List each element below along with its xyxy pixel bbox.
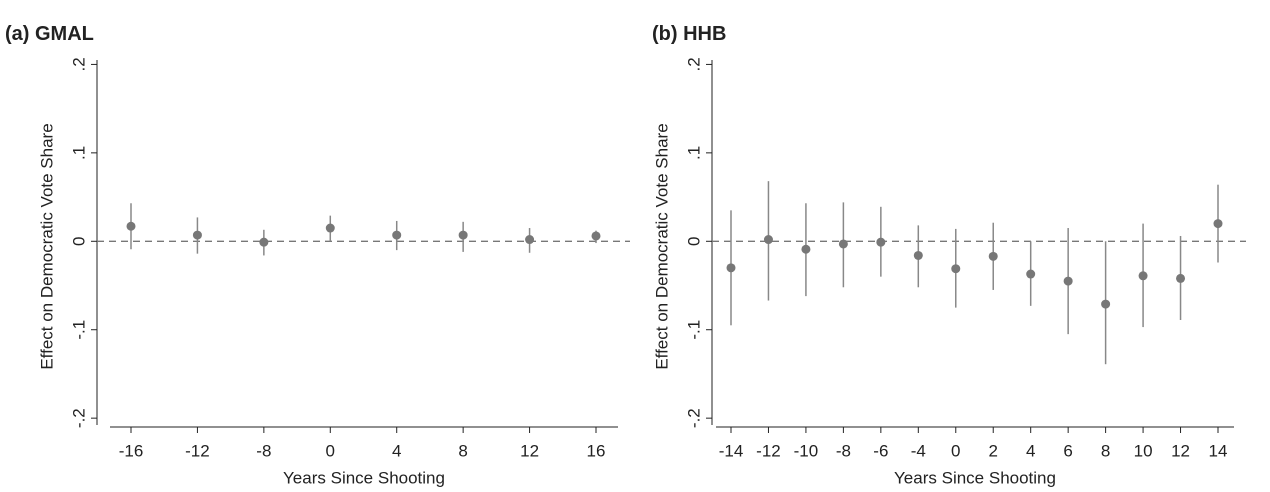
x-tick-label: -8 <box>256 441 271 460</box>
x-tick-label: -14 <box>719 441 744 460</box>
point <box>126 221 136 231</box>
x-axis-label: Years Since Shooting <box>894 468 1056 487</box>
x-tick-label: 12 <box>520 441 539 460</box>
x-tick-label: 12 <box>1171 441 1190 460</box>
y-tick-label: .1 <box>684 146 703 160</box>
x-tick-label: 8 <box>1101 441 1110 460</box>
point <box>726 263 736 273</box>
x-tick-label: 8 <box>458 441 467 460</box>
x-tick-label: 14 <box>1209 441 1228 460</box>
panel-title: (a) GMAL <box>5 23 94 45</box>
point <box>763 235 773 245</box>
y-tick-label: 0 <box>684 237 703 246</box>
point <box>1176 273 1186 283</box>
x-tick-label: -12 <box>185 441 210 460</box>
y-tick-label: 0 <box>69 237 88 246</box>
point <box>838 239 848 249</box>
x-tick-label: -12 <box>756 441 781 460</box>
y-tick-label: .2 <box>69 57 88 71</box>
point <box>951 264 961 274</box>
point <box>988 251 998 261</box>
x-tick-label: -10 <box>794 441 819 460</box>
point <box>591 231 601 241</box>
x-tick-label: 16 <box>587 441 606 460</box>
point <box>325 223 335 233</box>
point <box>1063 276 1073 286</box>
point <box>1026 269 1036 279</box>
point <box>1101 299 1111 309</box>
point <box>1138 271 1148 281</box>
point <box>259 237 269 247</box>
y-tick-label: -.2 <box>684 408 703 428</box>
point <box>458 230 468 240</box>
point <box>1213 219 1223 229</box>
x-axis-label: Years Since Shooting <box>283 468 445 487</box>
x-tick-label: 0 <box>951 441 960 460</box>
y-tick-label: .1 <box>69 146 88 160</box>
x-tick-label: -4 <box>911 441 926 460</box>
x-tick-label: 2 <box>988 441 997 460</box>
point <box>876 237 886 247</box>
y-tick-label: -.1 <box>684 320 703 340</box>
point <box>192 230 202 240</box>
y-axis-label: Effect on Democratic Vote Share <box>652 123 671 369</box>
point <box>392 230 402 240</box>
point <box>525 235 535 245</box>
point <box>801 244 811 254</box>
x-tick-label: 6 <box>1063 441 1072 460</box>
x-tick-label: 4 <box>392 441 401 460</box>
panel-title: (b) HHB <box>652 23 726 45</box>
y-tick-label: -.1 <box>69 320 88 340</box>
x-tick-label: -8 <box>836 441 851 460</box>
x-tick-label: -16 <box>119 441 144 460</box>
x-tick-label: -6 <box>873 441 888 460</box>
y-tick-label: -.2 <box>69 408 88 428</box>
x-tick-label: 10 <box>1134 441 1153 460</box>
y-axis-label: Effect on Democratic Vote Share <box>37 123 56 369</box>
x-tick-label: 0 <box>326 441 335 460</box>
x-tick-label: 4 <box>1026 441 1035 460</box>
y-tick-label: .2 <box>684 57 703 71</box>
point <box>913 250 923 260</box>
